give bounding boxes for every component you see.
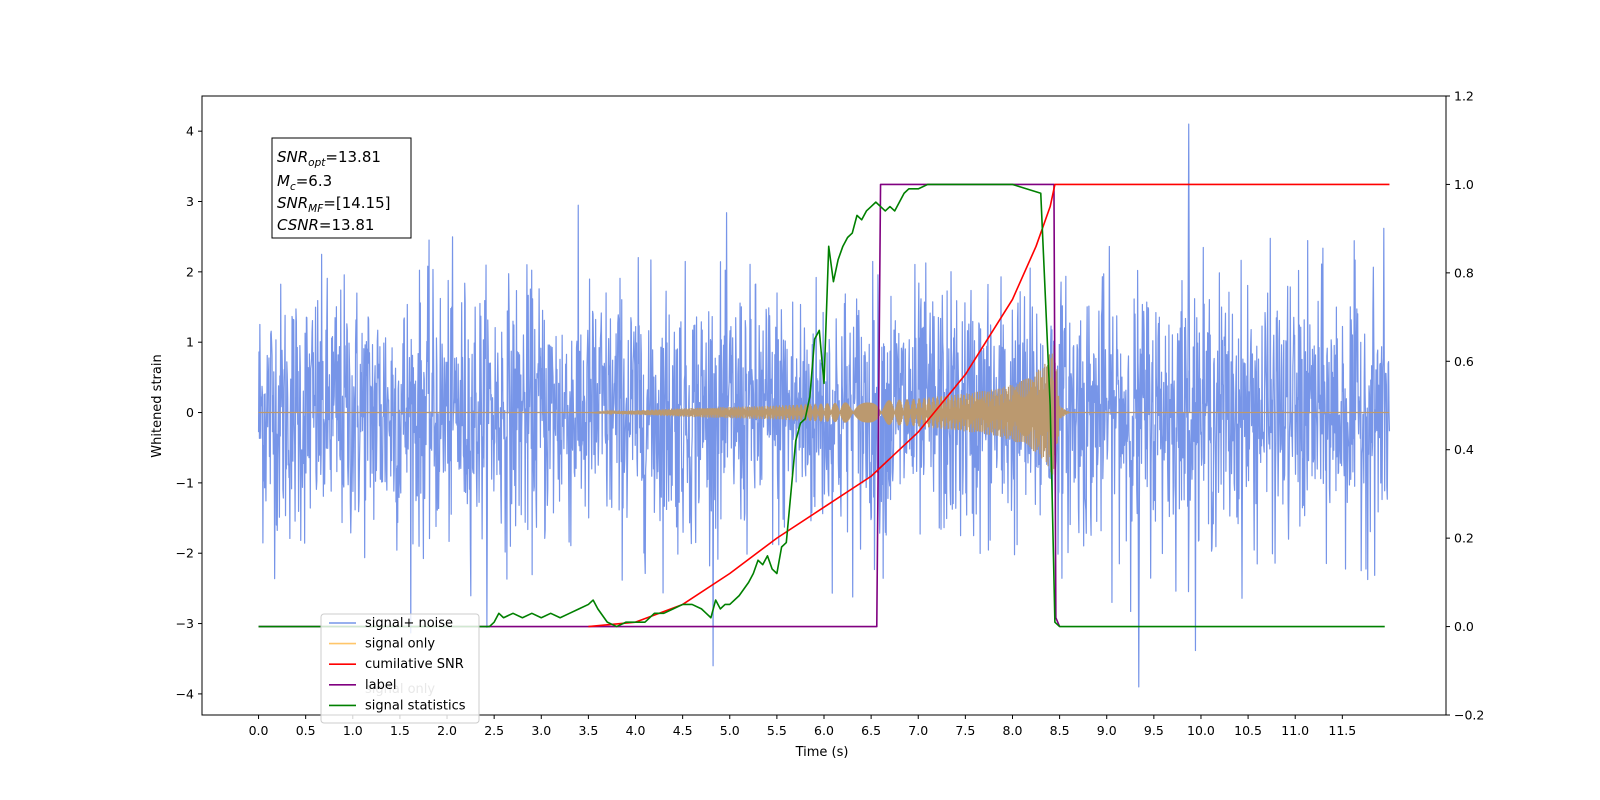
legend-label: cumilative SNR — [365, 657, 464, 672]
y-left-tick-label: 0 — [186, 405, 194, 420]
legend-entry-cumilative-snr: cumilative SNR — [329, 657, 464, 672]
x-tick-label: 10.5 — [1234, 723, 1262, 738]
legend-label: label — [365, 678, 396, 693]
x-tick-label: 9.0 — [1097, 723, 1117, 738]
x-tick-label: 4.0 — [626, 723, 646, 738]
x-tick-label: 11.5 — [1328, 723, 1356, 738]
x-tick-label: 4.5 — [673, 723, 693, 738]
legend-entry-signal-only: signal only — [329, 637, 435, 652]
y-right-tick-label: 0.6 — [1454, 354, 1474, 369]
annotation-snr-opt: SNRopt=13.81 — [277, 148, 381, 169]
x-tick-label: 3.0 — [531, 723, 551, 738]
annotation-mc: Mc=6.3 — [277, 172, 332, 193]
x-tick-label: 9.5 — [1144, 723, 1164, 738]
y-axis-left: −4 −3 −2 −1 0 1 2 3 4 — [176, 124, 202, 701]
y-right-tick-label: 0.0 — [1454, 619, 1474, 634]
legend-frame — [320, 613, 480, 724]
y-right-tick-label: 1.0 — [1454, 177, 1474, 192]
annotation-frame — [271, 137, 412, 239]
x-tick-label: 11.0 — [1281, 723, 1309, 738]
x-axis: 0.0 0.5 1.0 1.5 2.0 2.5 3.0 3.5 4.0 4.5 5.0 5.5 6.0 6… — [249, 715, 1356, 738]
x-tick-label: 0.5 — [296, 723, 316, 738]
legend-label: signal+ noise — [365, 616, 453, 631]
annotation-box: SNRopt=13.81 Mc=6.3 SNRMF=[14.15] CSNR=1… — [271, 137, 412, 239]
y-left-tick-label: −4 — [176, 686, 194, 701]
x-tick-label: 1.5 — [390, 723, 410, 738]
y-left-tick-label: 4 — [186, 124, 194, 139]
x-tick-label: 6.5 — [861, 723, 881, 738]
annotation-snr-mf: SNRMF=[14.15] — [277, 194, 391, 215]
series-signal-statistics — [258, 183, 1385, 628]
y-right-tick-label: 0.8 — [1454, 265, 1474, 280]
y-left-tick-label: −1 — [176, 475, 194, 490]
y-left-tick-label: 3 — [186, 194, 194, 209]
x-tick-label: 2.5 — [484, 723, 504, 738]
legend: signal only signal+ noise signal only cumi… — [320, 613, 480, 724]
legend-label: signal only — [365, 637, 435, 652]
x-tick-label: 7.0 — [908, 723, 928, 738]
series-cumulative-snr — [588, 183, 1390, 628]
y-axis-right: −0.2 0.0 0.2 0.4 0.6 0.8 1.0 1.2 — [1446, 89, 1484, 723]
x-tick-label: 10.0 — [1187, 723, 1215, 738]
series-signal-only — [258, 344, 1390, 475]
x-axis-label: Time (s) — [795, 745, 849, 760]
legend-entry-signal-noise: signal+ noise — [329, 616, 453, 631]
y-right-tick-label: 1.2 — [1454, 89, 1474, 104]
x-tick-label: 0.0 — [249, 723, 269, 738]
series-layer — [257, 123, 1391, 688]
x-tick-label: 8.5 — [1050, 723, 1070, 738]
legend-entries: signal+ noise signal only cumilative SNR la… — [329, 616, 466, 713]
y-right-tick-label: 0.4 — [1454, 442, 1474, 457]
legend-label: signal statistics — [365, 698, 466, 713]
annotation-csnr: CSNR=13.81 — [277, 216, 374, 234]
y-left-tick-label: 2 — [186, 264, 194, 279]
x-tick-label: 3.5 — [578, 723, 598, 738]
legend-ghost-text: signal only — [365, 682, 435, 697]
x-tick-label: 7.5 — [955, 723, 975, 738]
x-tick-label: 5.0 — [720, 723, 740, 738]
y-right-tick-label: −0.2 — [1454, 708, 1484, 723]
y-axis-label: Whitened strain — [150, 354, 165, 457]
y-left-tick-label: −2 — [176, 546, 194, 561]
x-tick-label: 5.5 — [767, 723, 787, 738]
series-signal-noise — [257, 123, 1391, 688]
y-left-tick-label: 1 — [186, 335, 194, 350]
x-tick-label: 6.0 — [814, 723, 834, 738]
y-right-tick-label: 0.2 — [1454, 531, 1474, 546]
x-tick-label: 1.0 — [343, 723, 363, 738]
legend-entry-signal-statistics: signal statistics — [329, 698, 466, 713]
legend-entry-label: label — [329, 678, 396, 693]
x-tick-label: 8.0 — [1003, 723, 1023, 738]
x-tick-label: 2.0 — [437, 723, 457, 738]
y-left-tick-label: −3 — [176, 616, 194, 631]
